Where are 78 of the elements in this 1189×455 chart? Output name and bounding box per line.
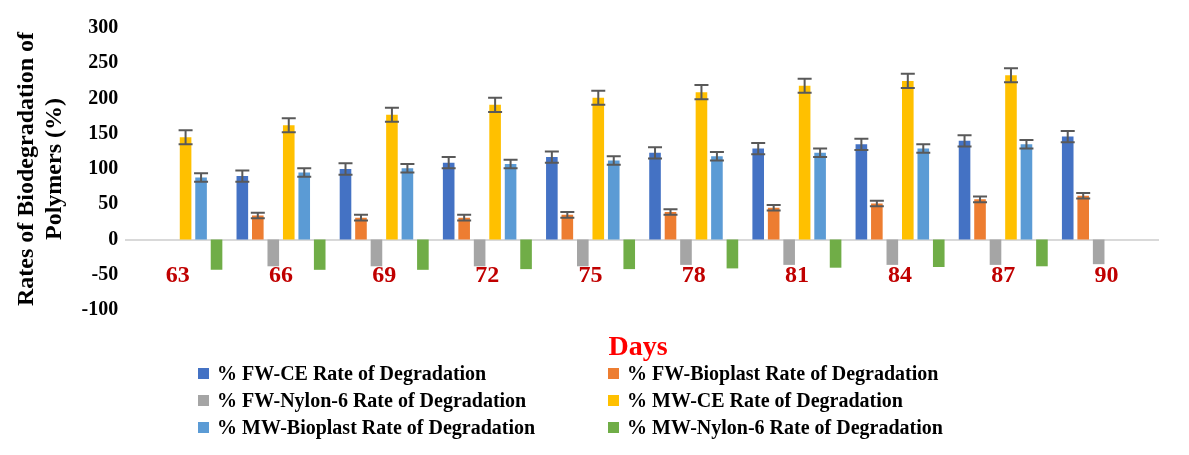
bar	[1036, 239, 1048, 267]
y-tick-label: 0	[108, 226, 119, 249]
y-axis-title: Rates of Biodegradation of Polymers (%)	[11, 31, 67, 306]
x-tick-label: 63	[165, 261, 190, 288]
bar	[210, 239, 223, 270]
bar	[298, 172, 311, 240]
x-tick-label: 66	[269, 261, 294, 288]
bar	[1077, 195, 1089, 240]
bar	[855, 144, 868, 240]
bar	[917, 148, 930, 240]
bar	[401, 168, 414, 240]
bar	[649, 152, 661, 240]
bar	[814, 152, 826, 240]
bar	[267, 239, 280, 267]
bar	[902, 80, 914, 240]
bar	[179, 137, 192, 240]
bar	[829, 239, 842, 268]
bar	[886, 239, 899, 265]
bar	[680, 239, 692, 265]
y-tick-label: 300	[88, 15, 119, 38]
bar	[871, 203, 883, 240]
bar	[473, 239, 486, 267]
bar	[236, 176, 249, 240]
legend-label: % FW-Bioplast Rate of Degradation	[627, 362, 939, 385]
bar	[592, 97, 605, 240]
bar	[798, 85, 811, 240]
bar	[958, 140, 971, 240]
y-tick-label: 50	[98, 191, 119, 214]
bar	[195, 177, 207, 240]
y-tick-label: 250	[88, 50, 119, 73]
bar	[726, 239, 739, 269]
y-tick-label: -50	[91, 261, 119, 284]
x-tick-label: 69	[372, 261, 397, 288]
bar	[489, 104, 501, 240]
bar	[417, 239, 429, 270]
bar	[546, 157, 558, 240]
bar	[339, 169, 352, 240]
legend-label: % FW-Nylon-6 Rate of Degradation	[217, 389, 527, 412]
x-tick-label: 81	[784, 261, 809, 288]
bar	[607, 160, 620, 240]
bar	[1092, 239, 1105, 265]
bar	[504, 164, 517, 240]
x-tick-label: 90	[1094, 261, 1119, 288]
x-tick-label: 84	[888, 261, 913, 288]
y-tick-label: 200	[88, 85, 119, 108]
y-tick-label: 100	[88, 156, 119, 179]
bar	[370, 239, 383, 267]
bar	[1061, 136, 1074, 240]
x-tick-label: 75	[578, 261, 603, 288]
y-tick-label: -100	[81, 297, 119, 320]
bar	[252, 215, 264, 240]
y-tick-label: 150	[88, 120, 119, 143]
legend-label: % MW-CE Rate of Degradation	[627, 389, 903, 412]
x-axis-title: Days	[607, 330, 669, 362]
bar	[386, 114, 398, 240]
x-tick-label: 72	[475, 261, 500, 288]
bar	[458, 217, 470, 240]
bar	[623, 239, 636, 270]
bar	[695, 92, 708, 240]
bar	[1005, 75, 1017, 240]
bar	[442, 162, 455, 240]
bar	[989, 239, 1002, 265]
bar	[974, 199, 986, 240]
bar	[752, 148, 764, 240]
bar	[355, 217, 367, 240]
bar	[711, 156, 723, 240]
legend-label: % FW-CE Rate of Degradation	[217, 362, 487, 385]
x-tick-label: 78	[681, 261, 706, 288]
bar	[577, 239, 589, 267]
legend-label: % MW-Bioplast Rate of Degradation	[217, 416, 536, 439]
x-tick-label: 87	[991, 261, 1016, 288]
bar	[1020, 144, 1033, 240]
bar	[932, 239, 945, 267]
bar	[520, 239, 532, 270]
bar	[783, 239, 795, 265]
bar	[313, 239, 326, 270]
legend-label: % MW-Nylon-6 Rate of Degradation	[627, 416, 943, 439]
bar	[282, 125, 295, 240]
